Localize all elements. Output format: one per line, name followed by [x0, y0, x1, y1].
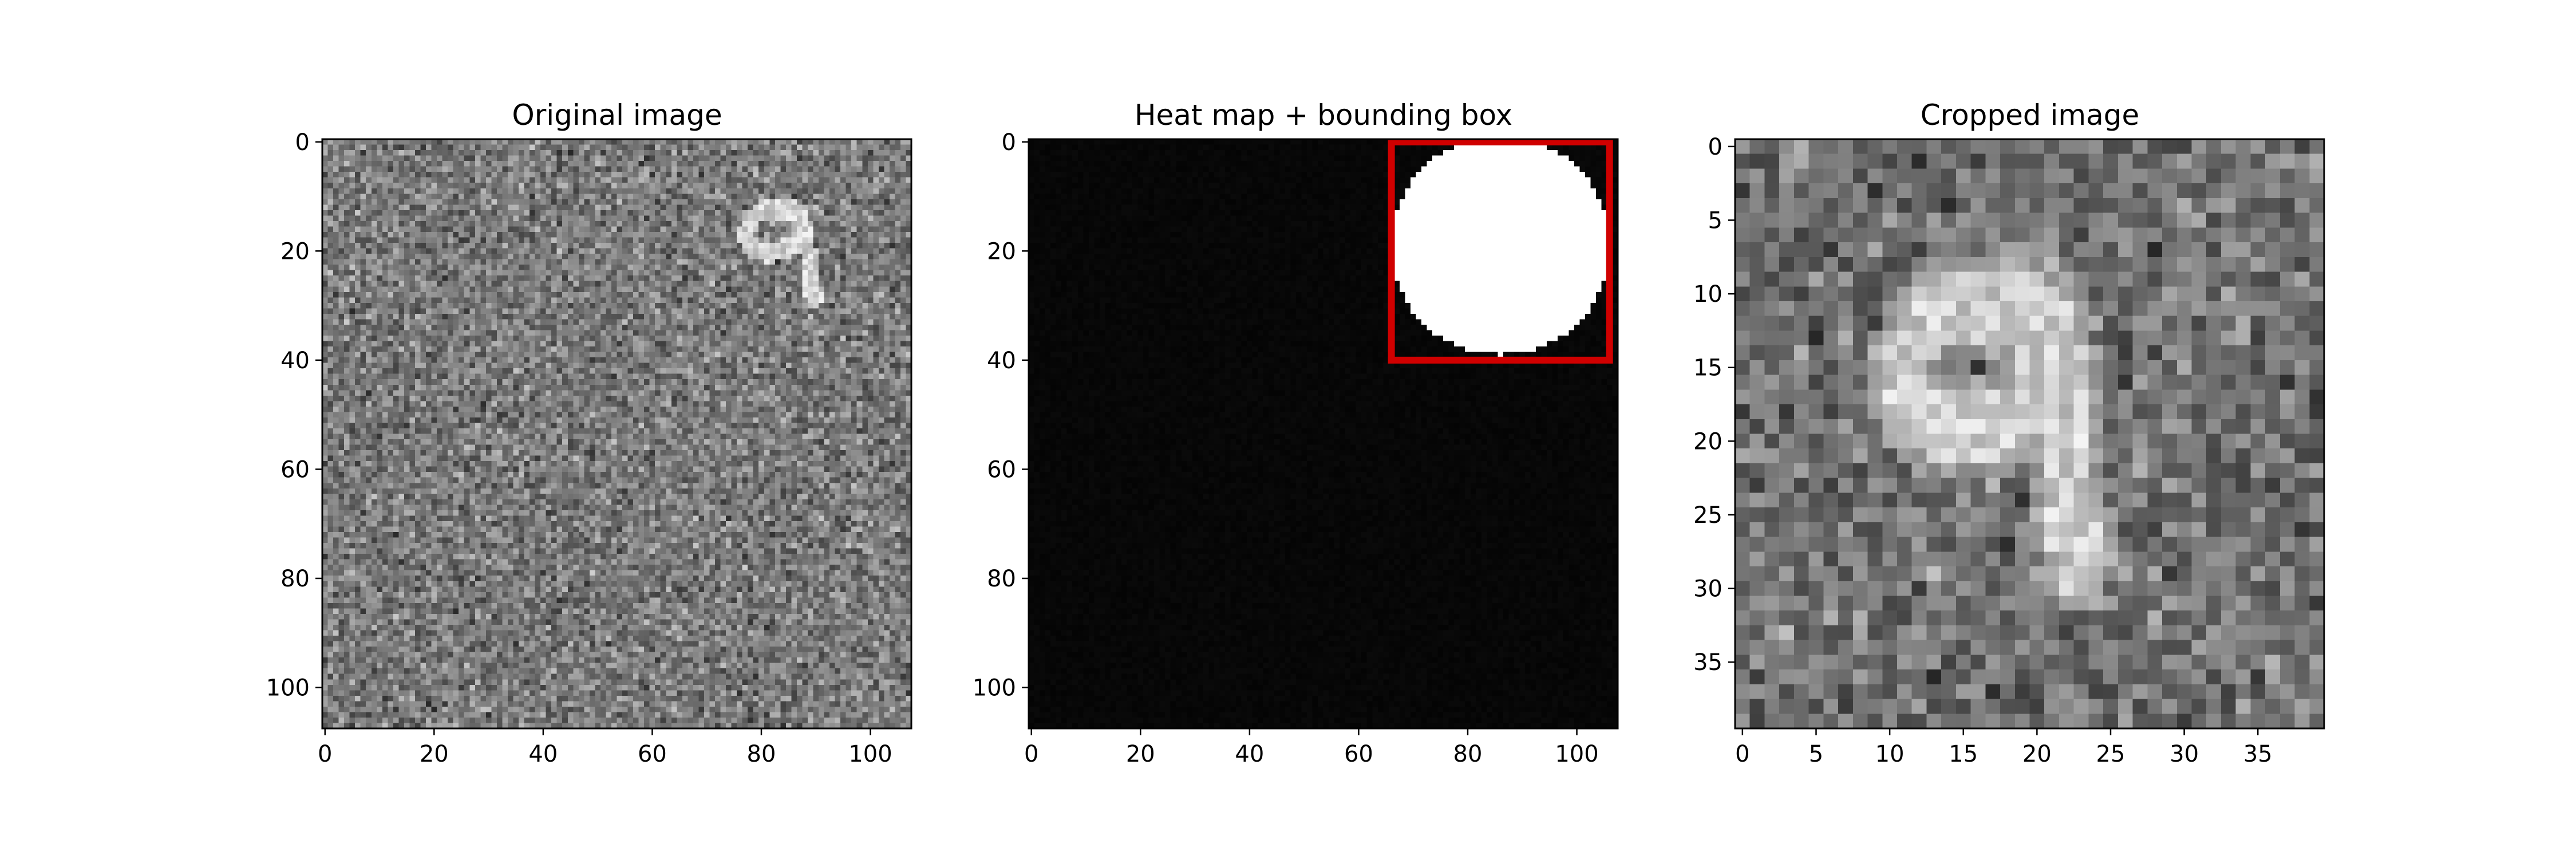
y-tick-label: 0: [1708, 134, 1722, 160]
x-tick-label: 10: [1875, 741, 1905, 767]
y-tick-label: 100: [973, 675, 1016, 702]
ticks-cropped: 0 5 10 15 20 25 30 35 0 5 10 15 20 25 30 35: [1693, 134, 2273, 767]
x-tick-label: 0: [318, 741, 332, 767]
panel-title-original: Original image: [512, 98, 722, 132]
x-tick-label: 0: [1024, 741, 1038, 767]
x-tick-label: 100: [848, 741, 892, 767]
y-tick-label: 35: [1693, 649, 1722, 676]
y-tick-label: 5: [1708, 207, 1722, 234]
panel-title-heat-map: Heat map + bounding box: [1135, 98, 1512, 132]
y-tick-label: 80: [280, 566, 310, 592]
x-tick-label: 20: [420, 741, 449, 767]
x-tick-label: 20: [2022, 741, 2052, 767]
bounding-box: [1388, 138, 1613, 364]
x-tick-label: 5: [1809, 741, 1823, 767]
y-tick-label: 20: [1693, 428, 1722, 455]
x-tick-label: 80: [1453, 741, 1483, 767]
y-tick-label: 15: [1693, 355, 1722, 381]
y-tick-label: 0: [1002, 129, 1016, 156]
y-tick-label: 40: [280, 348, 310, 374]
panel-title-cropped: Cropped image: [1921, 98, 2140, 132]
cropped-image-raster: [1735, 139, 2324, 728]
heat-map-raster: [1029, 139, 1618, 728]
x-tick-label: 15: [1949, 741, 1978, 767]
y-tick-label: 20: [987, 238, 1016, 265]
axes-frame-heat-map: [1028, 138, 1619, 730]
y-tick-label: 40: [987, 348, 1016, 374]
panel-heat-map: Heat map + bounding box 0 20 40 60 80 100 0 20 4…: [973, 98, 1619, 767]
ticks-original: 0 20 40 60 80 100 0 20 40 60 80 100: [266, 129, 892, 767]
x-tick-label: 20: [1126, 741, 1155, 767]
ticks-heat-map: 0 20 40 60 80 100 0 20 40 60 80 100: [973, 129, 1599, 767]
y-tick-label: 60: [280, 456, 310, 483]
original-image-raster: [322, 139, 911, 728]
x-tick-label: 100: [1555, 741, 1598, 767]
x-tick-label: 40: [1235, 741, 1264, 767]
y-tick-label: 25: [1693, 502, 1722, 529]
x-tick-label: 30: [2170, 741, 2199, 767]
y-tick-label: 20: [280, 238, 310, 265]
y-tick-label: 0: [295, 129, 310, 156]
panel-cropped-image: Cropped image 0 5 10 15 20 25 30 35 0 5 10 15 20 25 30…: [1693, 98, 2325, 767]
x-tick-label: 25: [2096, 741, 2125, 767]
y-tick-label: 100: [266, 675, 310, 702]
axes-frame-cropped: [1734, 138, 2325, 730]
x-tick-label: 40: [528, 741, 558, 767]
x-tick-label: 60: [638, 741, 667, 767]
panel-original-image: Original image 0 20 40 60 80 100 0 20 40 60 80 100: [266, 98, 912, 767]
y-tick-label: 80: [987, 566, 1016, 592]
y-tick-label: 30: [1693, 576, 1722, 602]
x-tick-label: 80: [747, 741, 776, 767]
x-tick-label: 0: [1735, 741, 1749, 767]
y-tick-label: 60: [987, 456, 1016, 483]
y-tick-label: 10: [1693, 281, 1722, 308]
x-tick-label: 60: [1344, 741, 1373, 767]
axes-frame-original: [321, 138, 912, 730]
x-tick-label: 35: [2243, 741, 2273, 767]
